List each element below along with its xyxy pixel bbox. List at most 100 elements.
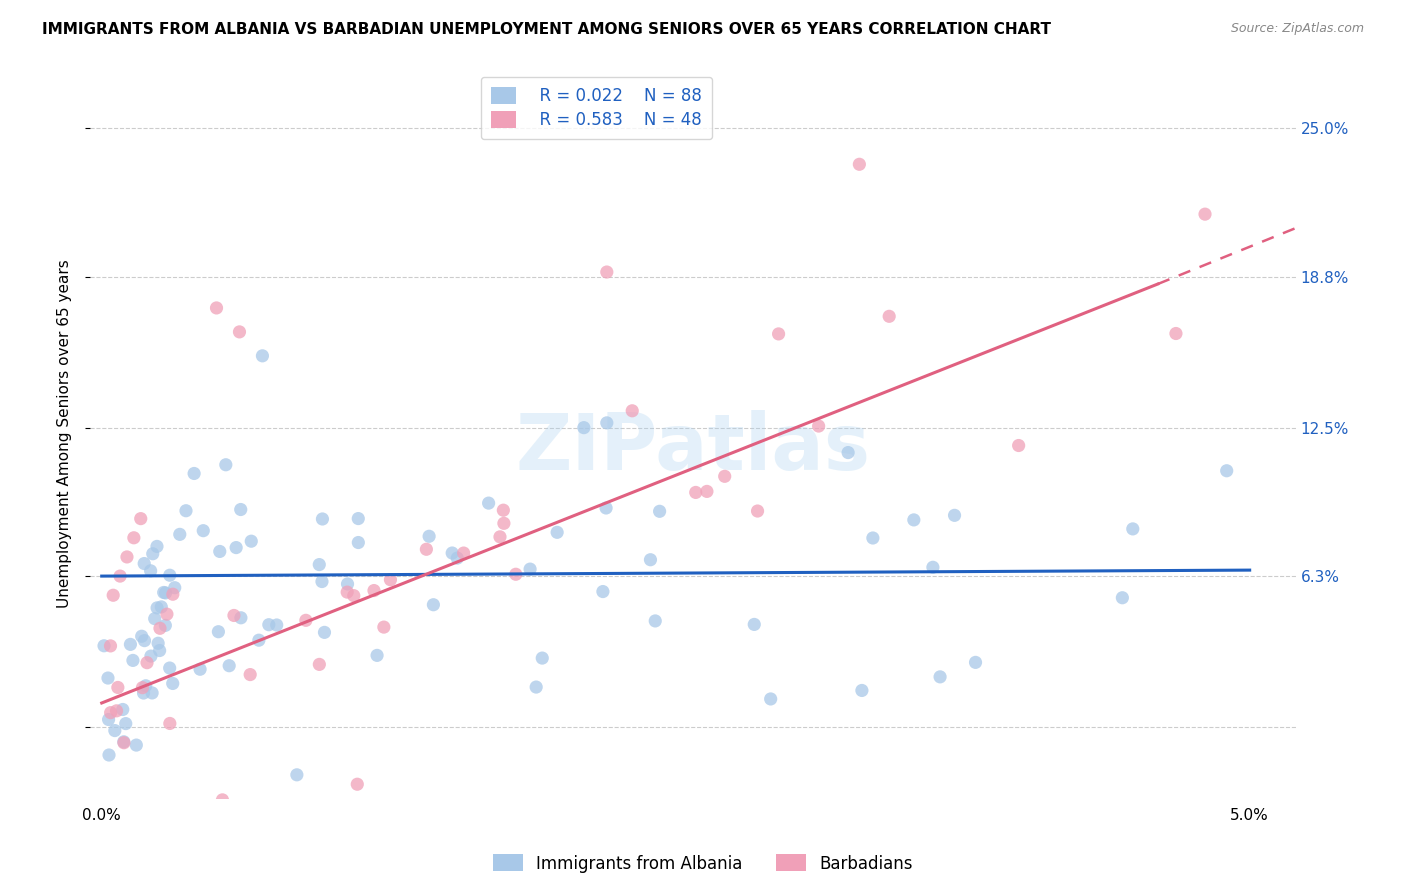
Point (193, 524, 215, 538)
Point (524, 680, 547, 694)
Point (132, 686, 155, 700)
Point (174, 504, 197, 518)
Point (851, 683, 873, 698)
Point (146, 636, 169, 650)
Point (336, 585, 359, 599)
Point (131, 629, 153, 643)
Point (592, 584, 614, 599)
Point (1194, 207, 1216, 221)
Point (111, 702, 134, 716)
Point (122, 531, 145, 545)
Point (183, 467, 205, 481)
Point (207, 624, 229, 639)
Point (149, 621, 172, 635)
Point (1111, 591, 1133, 605)
Point (596, 416, 619, 430)
Point (441, 546, 464, 560)
Point (1007, 438, 1029, 452)
Point (104, 723, 127, 738)
Point (122, 653, 145, 667)
Text: IMMIGRANTS FROM ALBANIA VS BARBADIAN UNEMPLOYMENT AMONG SENIORS OVER 65 YEARS CO: IMMIGRANTS FROM ALBANIA VS BARBADIAN UNE… (42, 22, 1052, 37)
Point (208, 544, 231, 558)
Point (205, 301, 228, 315)
Point (150, 599, 173, 614)
Point (266, 618, 288, 632)
Point (131, 681, 153, 695)
Point (211, 793, 233, 807)
Point (311, 574, 333, 589)
Point (136, 656, 159, 670)
Point (107, 681, 129, 695)
Point (97, 671, 120, 685)
Point (877, 310, 900, 324)
Point (103, 588, 125, 602)
Point (713, 469, 735, 483)
Point (146, 540, 169, 554)
Point (257, 617, 280, 632)
Point (149, 643, 172, 657)
Point (159, 568, 181, 582)
Point (93, 639, 115, 653)
Point (415, 542, 437, 557)
Point (135, 679, 157, 693)
Point (768, 326, 790, 341)
Point (139, 564, 162, 578)
Text: ZIPatlas: ZIPatlas (516, 410, 870, 486)
Point (595, 500, 617, 515)
Point (759, 692, 782, 706)
Point (155, 586, 177, 600)
Point (308, 657, 330, 672)
Point (943, 508, 966, 523)
Point (363, 583, 385, 598)
Point (596, 265, 619, 279)
Point (314, 625, 336, 640)
Point (295, 613, 318, 627)
Point (685, 485, 707, 500)
Point (837, 445, 859, 459)
Point (159, 716, 181, 731)
Point (100, 706, 122, 720)
Point (478, 496, 501, 510)
Point (366, 648, 388, 663)
Point (125, 738, 148, 752)
Point (696, 484, 718, 499)
Point (492, 503, 515, 517)
Point (229, 611, 252, 625)
Point (807, 419, 830, 434)
Point (162, 587, 184, 601)
Point (115, 549, 138, 564)
Point (188, 662, 211, 676)
Point (862, 531, 884, 545)
Point (453, 546, 475, 560)
Point (308, 558, 330, 572)
Point (112, 735, 135, 749)
Point (105, 704, 128, 718)
Point (100, 639, 122, 653)
Point (343, 589, 366, 603)
Point (311, 512, 333, 526)
Point (162, 676, 184, 690)
Point (129, 511, 152, 525)
Point (1122, 522, 1144, 536)
Point (346, 777, 368, 791)
Point (152, 585, 174, 599)
Point (492, 516, 515, 531)
Point (247, 633, 270, 648)
Point (97, 713, 120, 727)
Point (159, 661, 181, 675)
Point (929, 670, 952, 684)
Point (742, 617, 765, 632)
Point (169, 527, 191, 541)
Point (648, 504, 671, 518)
Point (422, 598, 444, 612)
Point (446, 551, 468, 566)
Point (1164, 326, 1187, 341)
Point (252, 349, 274, 363)
Point (519, 562, 541, 576)
Point (640, 552, 662, 566)
Point (505, 567, 527, 582)
Point (965, 656, 987, 670)
Point (621, 404, 644, 418)
Point (489, 530, 512, 544)
Point (143, 612, 166, 626)
